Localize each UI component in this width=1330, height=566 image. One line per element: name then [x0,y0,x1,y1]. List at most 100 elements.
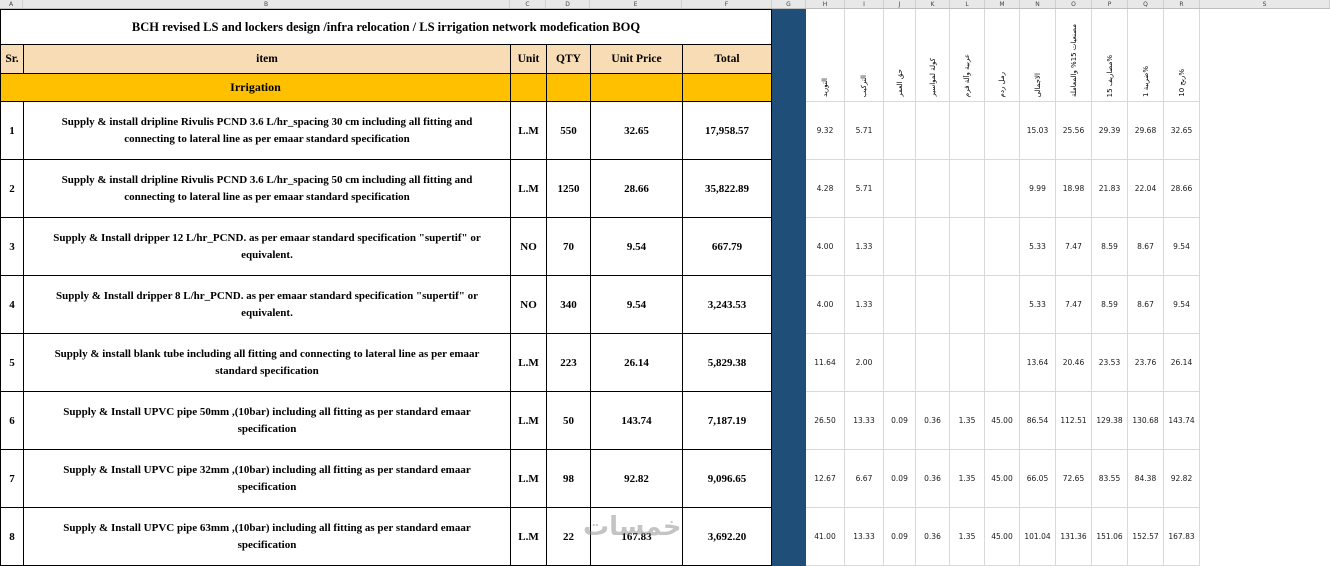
breakdown-cell[interactable]: 13.64 [1020,334,1056,392]
breakdown-cell[interactable] [916,334,950,392]
cell-unit-price[interactable]: 26.14 [591,334,683,392]
cell-qty[interactable]: 50 [547,392,591,450]
breakdown-cell[interactable]: 9.54 [1164,218,1200,276]
breakdown-cell[interactable]: 4.00 [806,218,845,276]
breakdown-cell[interactable]: 7.47 [1056,276,1092,334]
cell-unit-price[interactable]: 28.66 [591,160,683,218]
breakdown-cell[interactable]: 32.65 [1164,102,1200,160]
cell-total[interactable]: 3,692.20 [683,508,772,566]
breakdown-cell[interactable]: 129.38 [1092,392,1128,450]
cell-sr[interactable]: 8 [1,508,24,566]
breakdown-cell[interactable]: 45.00 [985,508,1020,566]
column-header-S[interactable]: S [1200,0,1330,8]
column-header-L[interactable]: L [950,0,985,8]
breakdown-cell[interactable] [950,160,985,218]
breakdown-cell[interactable]: 11.64 [806,334,845,392]
breakdown-header-cell[interactable]: رمل ردم [985,9,1020,102]
cell-sr[interactable]: 3 [1,218,24,276]
breakdown-cell[interactable]: 22.04 [1128,160,1164,218]
cell-item[interactable]: Supply & Install dripper 8 L/hr_PCND. as… [24,276,511,334]
breakdown-cell[interactable]: 1.35 [950,508,985,566]
header-sr[interactable]: Sr. [1,45,24,74]
breakdown-cell[interactable] [985,218,1020,276]
cell-total[interactable]: 3,243.53 [683,276,772,334]
cell-total[interactable]: 5,829.38 [683,334,772,392]
column-header-M[interactable]: M [985,0,1020,8]
breakdown-cell[interactable]: 5.33 [1020,276,1056,334]
cell-item[interactable]: Supply & install dripline Rivulis PCND 3… [24,102,511,160]
breakdown-cell[interactable] [950,102,985,160]
cell-unit[interactable]: L.M [511,392,547,450]
breakdown-cell[interactable]: 0.09 [884,450,916,508]
breakdown-cell[interactable]: 86.54 [1020,392,1056,450]
cell-unit-price[interactable]: 167.83 [591,508,683,566]
breakdown-cell[interactable]: 4.00 [806,276,845,334]
breakdown-cell[interactable]: 112.51 [1056,392,1092,450]
breakdown-cell[interactable] [884,334,916,392]
breakdown-cell[interactable] [916,102,950,160]
cell-qty[interactable]: 70 [547,218,591,276]
breakdown-header-cell[interactable]: مصاريف 15% [1092,9,1128,102]
cell-unit[interactable]: L.M [511,508,547,566]
cell-unit[interactable]: NO [511,218,547,276]
breakdown-cell[interactable]: 9.32 [806,102,845,160]
breakdown-cell[interactable] [916,218,950,276]
breakdown-cell[interactable]: 20.46 [1056,334,1092,392]
cell-total[interactable]: 35,822.89 [683,160,772,218]
column-header-I[interactable]: I [845,0,884,8]
breakdown-cell[interactable]: 28.66 [1164,160,1200,218]
cell-qty[interactable]: 223 [547,334,591,392]
header-total[interactable]: Total [683,45,772,74]
section-cell-price[interactable] [591,74,683,102]
cell-total[interactable]: 667.79 [683,218,772,276]
breakdown-cell[interactable]: 1.33 [845,218,884,276]
breakdown-cell[interactable]: 13.33 [845,392,884,450]
breakdown-cell[interactable]: 167.83 [1164,508,1200,566]
breakdown-cell[interactable]: 9.54 [1164,276,1200,334]
breakdown-cell[interactable] [884,102,916,160]
breakdown-cell[interactable]: 45.00 [985,392,1020,450]
section-cell-unit[interactable] [511,74,547,102]
cell-unit[interactable]: L.M [511,450,547,508]
breakdown-cell[interactable] [916,160,950,218]
breakdown-cell[interactable]: 4.28 [806,160,845,218]
breakdown-header-cell[interactable]: مصنعيات 15% والمعاملة [1056,9,1092,102]
column-header-E[interactable]: E [590,0,682,8]
cell-unit-price[interactable]: 9.54 [591,218,683,276]
header-unit-price[interactable]: Unit Price [591,45,683,74]
breakdown-cell[interactable]: 8.59 [1092,218,1128,276]
breakdown-header-cell[interactable]: ضريبة 1% [1128,9,1164,102]
header-qty[interactable]: QTY [547,45,591,74]
cell-sr[interactable]: 5 [1,334,24,392]
breakdown-cell[interactable]: 6.67 [845,450,884,508]
section-cell-qty[interactable] [547,74,591,102]
breakdown-cell[interactable]: 84.38 [1128,450,1164,508]
column-header-J[interactable]: J [884,0,916,8]
column-header-Q[interactable]: Q [1128,0,1164,8]
cell-unit-price[interactable]: 9.54 [591,276,683,334]
breakdown-cell[interactable] [884,218,916,276]
breakdown-cell[interactable]: 152.57 [1128,508,1164,566]
section-cell-total[interactable] [683,74,772,102]
breakdown-cell[interactable]: 0.09 [884,508,916,566]
breakdown-cell[interactable]: 0.36 [916,392,950,450]
breakdown-cell[interactable]: 92.82 [1164,450,1200,508]
breakdown-cell[interactable]: 1.35 [950,450,985,508]
breakdown-cell[interactable]: 101.04 [1020,508,1056,566]
column-header-H[interactable]: H [806,0,845,8]
cell-unit[interactable]: L.M [511,334,547,392]
column-header-G[interactable]: G [772,0,806,8]
breakdown-cell[interactable]: 8.59 [1092,276,1128,334]
cell-total[interactable]: 9,096.65 [683,450,772,508]
breakdown-cell[interactable] [884,160,916,218]
column-header-C[interactable]: C [510,0,546,8]
cell-qty[interactable]: 550 [547,102,591,160]
breakdown-cell[interactable]: 23.53 [1092,334,1128,392]
divider-column[interactable] [772,9,806,566]
cell-sr[interactable]: 4 [1,276,24,334]
column-header-K[interactable]: K [916,0,950,8]
breakdown-cell[interactable]: 8.67 [1128,276,1164,334]
cell-unit-price[interactable]: 32.65 [591,102,683,160]
breakdown-cell[interactable]: 12.67 [806,450,845,508]
column-header-D[interactable]: D [546,0,590,8]
